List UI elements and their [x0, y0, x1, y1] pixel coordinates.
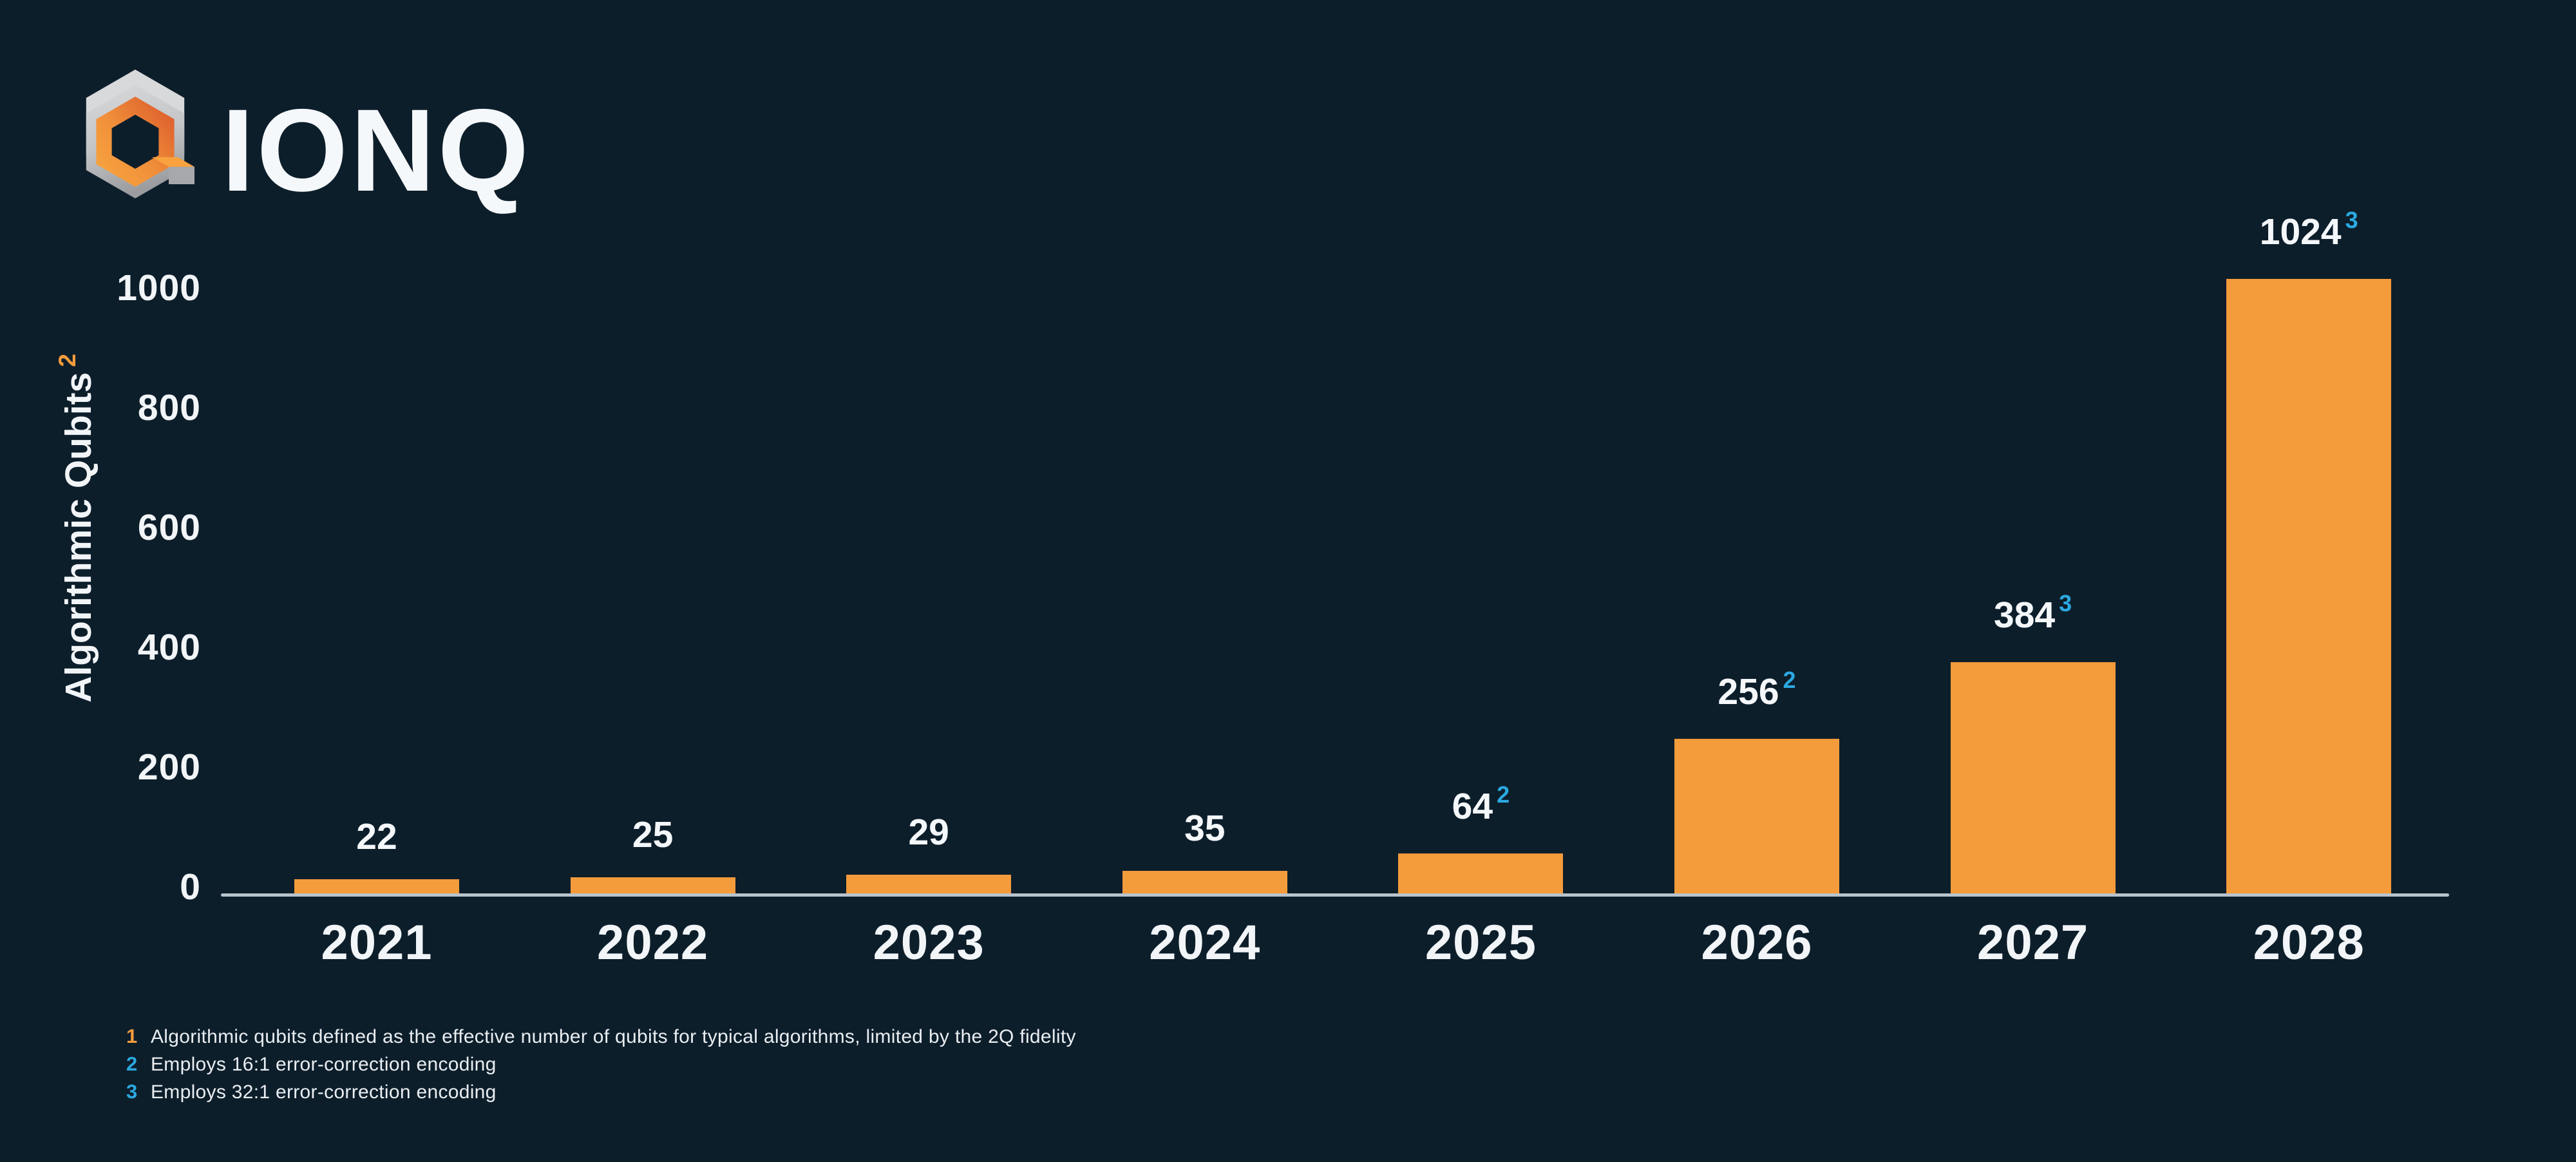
footnote-2: 2 Employs 16:1 error-correction encoding: [126, 1051, 1076, 1078]
bar-value-label-2023: 29: [793, 813, 1064, 852]
footnote-1: 1 Algorithmic qubits defined as the effec…: [126, 1023, 1076, 1051]
footnote-text: Algorithmic qubits defined as the effect…: [151, 1026, 1076, 1047]
footnotes: 1 Algorithmic qubits defined as the effec…: [126, 1023, 1076, 1106]
bar-2022: [570, 877, 735, 893]
bar-value-label-2028: 1024 3: [2174, 207, 2444, 256]
bar-value: 35: [1184, 808, 1226, 849]
x-axis-label-2023: 2023: [873, 915, 985, 970]
bar-column-2025: 64 2: [1345, 0, 1616, 893]
bar-column-2021: 22: [242, 0, 512, 893]
y-axis-title-superscript: 2: [54, 354, 80, 367]
bar-value-label-2026: 256 2: [1622, 667, 1892, 716]
footnote-marker: 2: [126, 1052, 138, 1075]
bar-2027: [1950, 662, 2116, 893]
bar-column-2026: 256 2: [1622, 0, 1892, 893]
x-axis-label-2025: 2025: [1425, 915, 1537, 970]
bar-column-2023: 29: [793, 0, 1064, 893]
x-axis-baseline: [221, 893, 2449, 897]
bar-value-label-2027: 384 3: [1898, 590, 2168, 639]
bar-value-label-2022: 25: [518, 815, 788, 854]
bar-2026: [1674, 739, 1839, 893]
bar-value: 64: [1452, 786, 1493, 827]
y-tick-label: 0: [180, 866, 201, 908]
bar-value: 256: [1718, 671, 1779, 712]
bar-2025: [1398, 853, 1564, 893]
x-axis-label-2022: 2022: [597, 915, 709, 970]
x-axis-label-2026: 2026: [1701, 915, 1813, 970]
x-axis-label-2024: 2024: [1149, 915, 1261, 970]
bar-column-2027: 384 3: [1898, 0, 2168, 893]
x-axis-label-2021: 2021: [321, 915, 433, 970]
y-tick-label: 200: [137, 747, 201, 788]
footnote-marker: 3: [126, 1080, 138, 1103]
bar-value-label-2024: 35: [1070, 809, 1340, 848]
bar-value-superscript: 2: [1497, 781, 1510, 808]
footnote-text: Employs 32:1 error-correction encoding: [151, 1081, 497, 1103]
bar-value-superscript: 3: [2345, 207, 2358, 233]
bar-2023: [846, 875, 1012, 893]
y-tick-label: 800: [137, 387, 201, 428]
bar-value: 1024: [2259, 211, 2342, 252]
y-tick-label: 1000: [117, 267, 201, 309]
bar-2028: [2226, 279, 2392, 893]
brand-wordmark: IONQ: [222, 84, 532, 216]
y-tick-label: 600: [137, 507, 201, 548]
footnote-text: Employs 16:1 error-correction encoding: [151, 1054, 497, 1075]
bar-value: 29: [908, 812, 949, 853]
bar-value-label-2025: 64 2: [1345, 781, 1616, 830]
logo-hexagon-icon: [86, 70, 194, 198]
bar-value: 22: [356, 816, 397, 857]
bar-column-2028: 1024 3: [2174, 0, 2444, 893]
bar-value-superscript: 2: [1783, 667, 1796, 693]
bar-column-2022: 25: [518, 0, 788, 893]
bar-column-2024: 35: [1070, 0, 1340, 893]
footnote-marker: 1: [126, 1025, 138, 1047]
bar-value-superscript: 3: [2059, 590, 2072, 616]
bar-value: 25: [632, 814, 674, 855]
bar-2021: [294, 879, 459, 893]
bar-2024: [1122, 871, 1287, 893]
x-axis-label-2027: 2027: [1977, 915, 2089, 970]
bar-value-label-2021: 22: [242, 817, 512, 856]
y-tick-label: 400: [137, 627, 201, 668]
footnote-3: 3 Employs 32:1 error-correction encoding: [126, 1078, 1076, 1106]
x-axis-label-2028: 2028: [2253, 915, 2365, 970]
bar-value: 384: [1994, 595, 2056, 636]
